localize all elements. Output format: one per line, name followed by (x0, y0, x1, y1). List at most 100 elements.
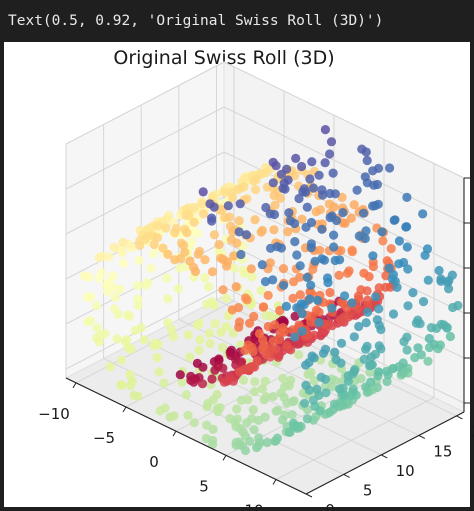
scatter-point (426, 323, 436, 333)
scatter-point (352, 185, 362, 195)
scatter-point (161, 223, 171, 233)
scatter-point (348, 384, 358, 394)
scatter-point (109, 242, 119, 253)
x-tick-mark (122, 406, 127, 413)
scatter-point (232, 238, 242, 248)
scatter-point (207, 216, 217, 226)
scatter-point (292, 250, 302, 260)
scatter-point (216, 327, 226, 337)
scatter-point (208, 439, 218, 450)
scatter-point (195, 335, 205, 345)
scatter-point (270, 436, 280, 446)
scatter-point (183, 330, 193, 340)
scatter-point (366, 352, 376, 362)
scatter-point (102, 286, 112, 296)
x-tick-label: 10 (244, 502, 263, 511)
scatter-point (222, 261, 232, 271)
scatter-point (141, 280, 151, 290)
scatter-point (306, 317, 316, 327)
scatter-point (372, 382, 382, 393)
scatter-point (436, 276, 446, 286)
x-tick-label: 0 (149, 453, 159, 471)
y-tick-label: 0 (325, 501, 335, 511)
grid-line-y (178, 318, 420, 436)
scatter-point (152, 221, 163, 231)
scatter-point (413, 343, 423, 353)
scatter-point (408, 288, 418, 298)
scatter-point (254, 415, 264, 425)
x-tick-mark (172, 430, 177, 437)
scatter-point (189, 217, 199, 227)
scatter-point (362, 295, 373, 305)
scatter-point (170, 228, 180, 238)
scatter-point (325, 149, 335, 159)
scatter-point (297, 214, 307, 224)
x-tick-label: −10 (38, 405, 70, 423)
scatter-point (302, 272, 312, 282)
scatter-point (149, 341, 159, 351)
scatter-point (423, 275, 433, 285)
scatter-point (105, 362, 115, 372)
scatter-point (291, 153, 301, 163)
scatter-point (283, 227, 293, 237)
scatter-point (363, 307, 373, 317)
scatter-point (305, 287, 315, 297)
scatter-point (418, 209, 428, 219)
scatter-point (342, 268, 353, 278)
scatter-point (374, 304, 384, 314)
scatter-point (290, 311, 300, 321)
scatter-point (104, 252, 114, 262)
scatter-point (266, 311, 276, 321)
scatter-point (302, 414, 312, 424)
scatter-point (366, 377, 376, 387)
scatter-point (314, 170, 324, 180)
scatter-point (386, 244, 396, 254)
scatter-point (205, 338, 215, 349)
scatter-point (234, 216, 244, 226)
scatter-point (146, 263, 156, 273)
scatter-point (227, 305, 237, 315)
y-tick-mark (418, 434, 426, 439)
scatter-point (290, 332, 300, 342)
scatter-point (292, 303, 302, 313)
scatter-point (279, 280, 289, 290)
scatter-point (124, 311, 134, 321)
scatter-point (374, 341, 384, 351)
scatter-point (154, 367, 164, 377)
scatter-point (349, 332, 359, 342)
scatter-point (197, 379, 208, 389)
scatter-point (251, 185, 261, 195)
scatter-point (398, 358, 408, 368)
scatter-point (402, 345, 412, 355)
x-axis-line (65, 377, 307, 495)
scatter-point (246, 264, 256, 274)
scatter-point (219, 377, 229, 387)
scatter-point (330, 255, 340, 266)
scatter-point (361, 318, 371, 328)
scatter-point (297, 309, 307, 319)
scatter-point (223, 201, 233, 211)
scatter-point (183, 410, 193, 420)
scatter-point (309, 376, 319, 386)
scatter-point (311, 207, 321, 217)
scatter-point (231, 282, 241, 292)
scatter-point (133, 300, 143, 311)
scatter-point (353, 291, 363, 301)
scatter-point (289, 277, 299, 287)
scatter-point (232, 404, 242, 414)
scatter-point (252, 443, 262, 453)
scatter-point (208, 424, 218, 434)
scatter-point (218, 285, 228, 295)
scatter-point (343, 376, 353, 386)
scatter-point (329, 230, 339, 240)
scatter-point (331, 215, 342, 226)
scatter-point (384, 263, 394, 273)
scatter-point (336, 358, 346, 368)
scatter-point (299, 398, 310, 408)
scatter-point (257, 260, 267, 270)
scatter-point (210, 319, 220, 329)
scatter-point (94, 252, 104, 263)
scatter-point (179, 240, 189, 250)
